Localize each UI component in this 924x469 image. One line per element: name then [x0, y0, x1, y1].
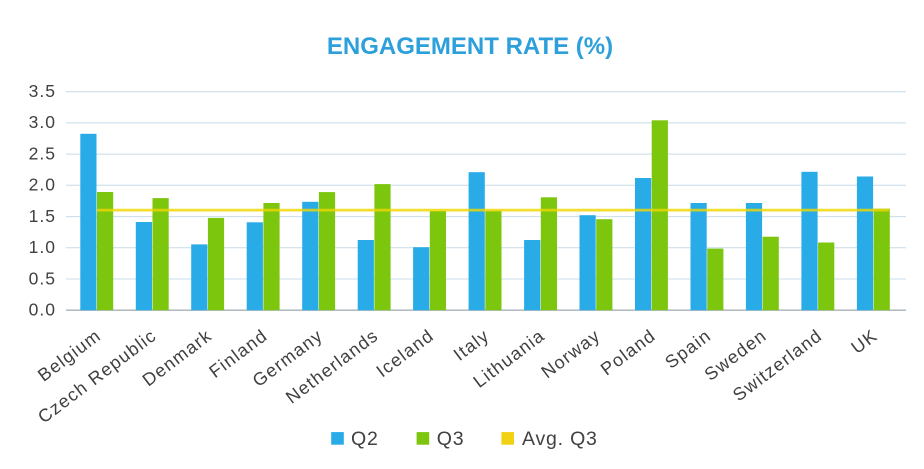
svg-text:2.0: 2.0	[29, 175, 56, 195]
svg-text:Q3: Q3	[437, 428, 465, 450]
svg-text:1.0: 1.0	[29, 237, 56, 257]
svg-text:ENGAGEMENT RATE (%): ENGAGEMENT RATE (%)	[327, 33, 613, 60]
svg-text:3.0: 3.0	[29, 112, 56, 132]
svg-text:1.5: 1.5	[29, 206, 56, 226]
svg-text:0.5: 0.5	[29, 268, 56, 288]
svg-text:Q2: Q2	[351, 428, 379, 450]
svg-text:3.5: 3.5	[29, 81, 56, 101]
svg-text:0.0: 0.0	[29, 300, 56, 320]
svg-text:2.5: 2.5	[29, 143, 56, 163]
svg-text:Avg. Q3: Avg. Q3	[522, 428, 598, 450]
